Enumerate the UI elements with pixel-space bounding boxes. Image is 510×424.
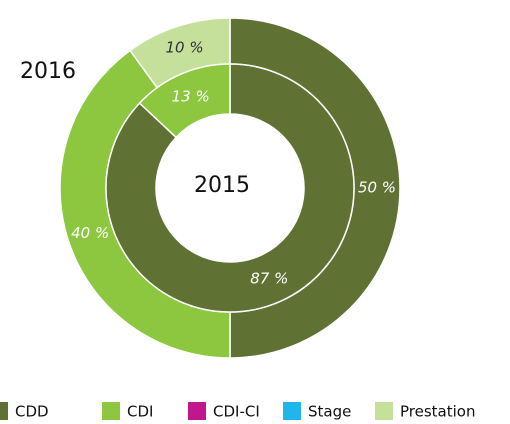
wedge bbox=[138, 63, 231, 139]
data-label: 87 % bbox=[250, 269, 288, 287]
wedge bbox=[105, 63, 355, 313]
legend-swatch bbox=[283, 402, 301, 420]
legend-label: CDD bbox=[15, 403, 49, 421]
legend-swatch bbox=[0, 402, 8, 420]
data-label: 13 % bbox=[172, 88, 210, 106]
rings bbox=[59, 17, 401, 359]
legend-label: CDI bbox=[127, 403, 153, 421]
legend-swatch bbox=[188, 402, 206, 420]
legend-swatch bbox=[102, 402, 120, 420]
inner-ring-label: 2015 bbox=[194, 173, 250, 198]
outer-ring-label: 2016 bbox=[20, 59, 76, 84]
legend-swatch bbox=[375, 402, 393, 420]
data-label: 50 % bbox=[358, 179, 396, 197]
legend-label: Stage bbox=[308, 403, 351, 421]
legend-label: CDI-CI bbox=[213, 403, 260, 421]
legend-label: Prestation bbox=[400, 403, 475, 421]
data-label: 40 % bbox=[71, 224, 109, 242]
data-label: 10 % bbox=[166, 39, 204, 57]
